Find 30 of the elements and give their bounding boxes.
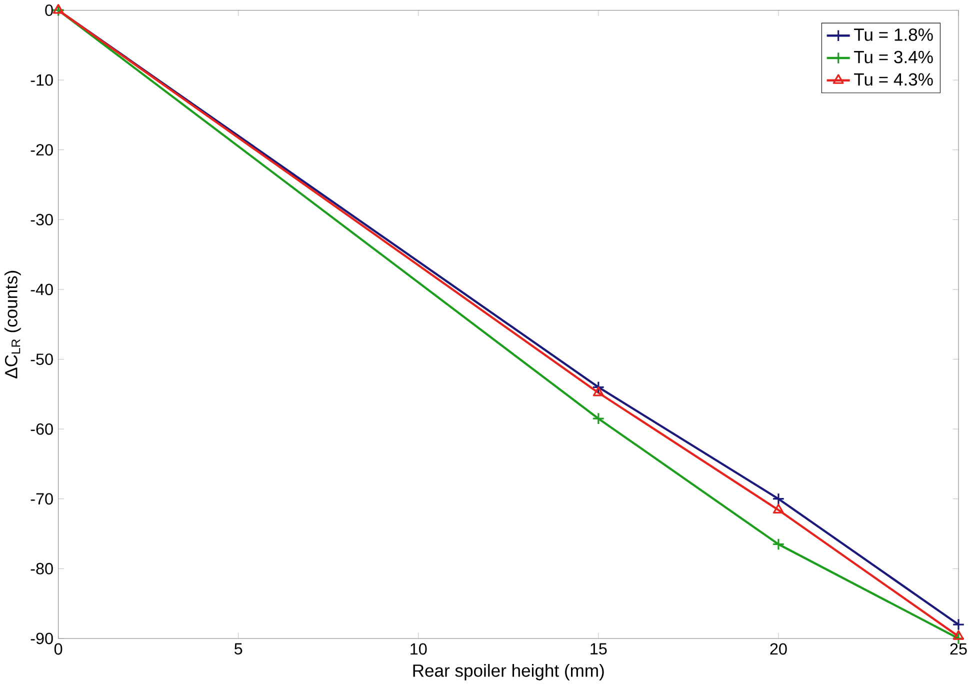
y-tick-label: -80 [30, 563, 53, 574]
point [52, 4, 64, 14]
point [772, 538, 785, 551]
y-axis-title: ΔC$_{LR}$ (counts) [4, 270, 21, 378]
legend-label: Tu = 3.4% [854, 50, 933, 64]
y-tick-label: -50 [30, 354, 53, 366]
x-tick-label: 0 [54, 643, 62, 655]
legend-label: Tu = 1.8% [854, 28, 933, 41]
y-tick-label: 0 [45, 4, 53, 16]
y-tick-label: -40 [30, 284, 53, 296]
point [952, 618, 965, 631]
y-tick-label: -90 [30, 632, 53, 644]
point [592, 386, 604, 396]
y-tick-label: -10 [30, 74, 53, 86]
y-tick-label: -70 [30, 493, 53, 505]
point [772, 492, 785, 506]
point [772, 504, 784, 514]
x-tick-label: 20 [770, 643, 787, 655]
x-tick-label: 15 [590, 643, 607, 655]
point [953, 630, 964, 640]
y-tick-label: -60 [30, 423, 53, 435]
x-tick-label: 10 [410, 643, 427, 655]
point [592, 412, 605, 425]
point [592, 381, 605, 394]
x-axis-title: Rear spoiler height (mm) [413, 664, 604, 680]
y-tick-label: -20 [30, 144, 53, 156]
legend-label: Tu = 4.3% [854, 73, 933, 86]
y-tick-label: -30 [30, 214, 53, 226]
x-tick-label: 25 [950, 643, 967, 655]
x-tick-label: 5 [234, 643, 242, 655]
